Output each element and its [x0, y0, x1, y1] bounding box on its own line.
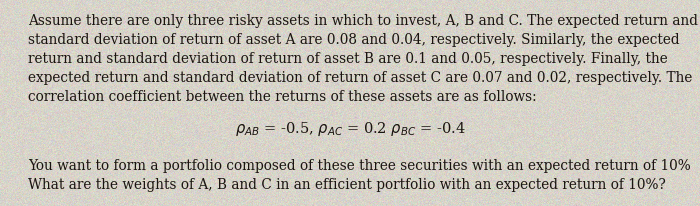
Text: standard deviation of return of asset A are 0.08 and 0.04, respectively. Similar: standard deviation of return of asset A … — [28, 33, 680, 47]
Text: expected return and standard deviation of return of asset C are 0.07 and 0.02, r: expected return and standard deviation o… — [28, 71, 692, 85]
Text: correlation coefficient between the returns of these assets are as follows:: correlation coefficient between the retu… — [28, 90, 537, 104]
Text: What are the weights of A, B and C in an efficient portfolio with an expected re: What are the weights of A, B and C in an… — [28, 177, 666, 191]
Text: You want to form a portfolio composed of these three securities with an expected: You want to form a portfolio composed of… — [28, 158, 691, 172]
Text: Assume there are only three risky assets in which to invest, A, B and C. The exp: Assume there are only three risky assets… — [28, 14, 698, 28]
Text: $\rho_{AB}$ = -0.5, $\rho_{AC}$ = 0.2 $\rho_{BC}$ = -0.4: $\rho_{AB}$ = -0.5, $\rho_{AC}$ = 0.2 $\… — [234, 119, 466, 137]
Text: return and standard deviation of return of asset B are 0.1 and 0.05, respectivel: return and standard deviation of return … — [28, 52, 668, 66]
